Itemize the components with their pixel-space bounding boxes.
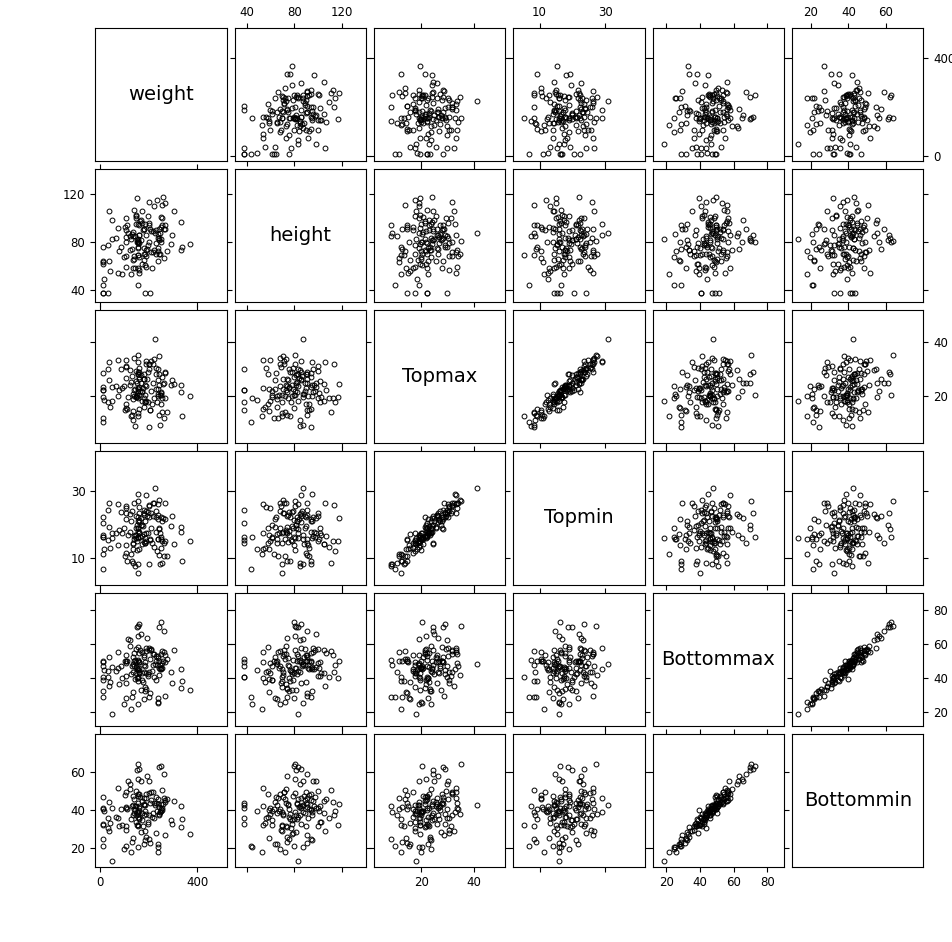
Text: Bottommin: Bottommin (803, 790, 912, 809)
Text: weight: weight (129, 86, 194, 105)
Text: Bottommax: Bottommax (662, 650, 775, 669)
Text: height: height (269, 226, 331, 245)
Text: Topmax: Topmax (402, 367, 477, 386)
Text: Topmin: Topmin (545, 509, 614, 528)
